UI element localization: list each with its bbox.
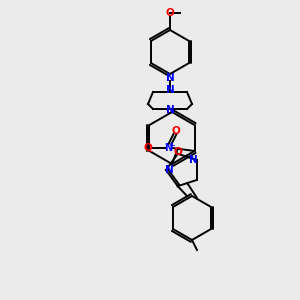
Text: -: - — [148, 146, 152, 156]
Text: N: N — [189, 155, 198, 165]
Text: O: O — [173, 147, 182, 157]
Text: N: N — [165, 165, 173, 175]
Text: +: + — [168, 140, 175, 149]
Text: O: O — [171, 126, 180, 136]
Text: O: O — [143, 143, 152, 153]
Text: N: N — [166, 85, 174, 95]
Text: O: O — [166, 8, 174, 18]
Text: N: N — [166, 73, 174, 83]
Text: N: N — [164, 143, 172, 153]
Text: N: N — [166, 105, 174, 115]
